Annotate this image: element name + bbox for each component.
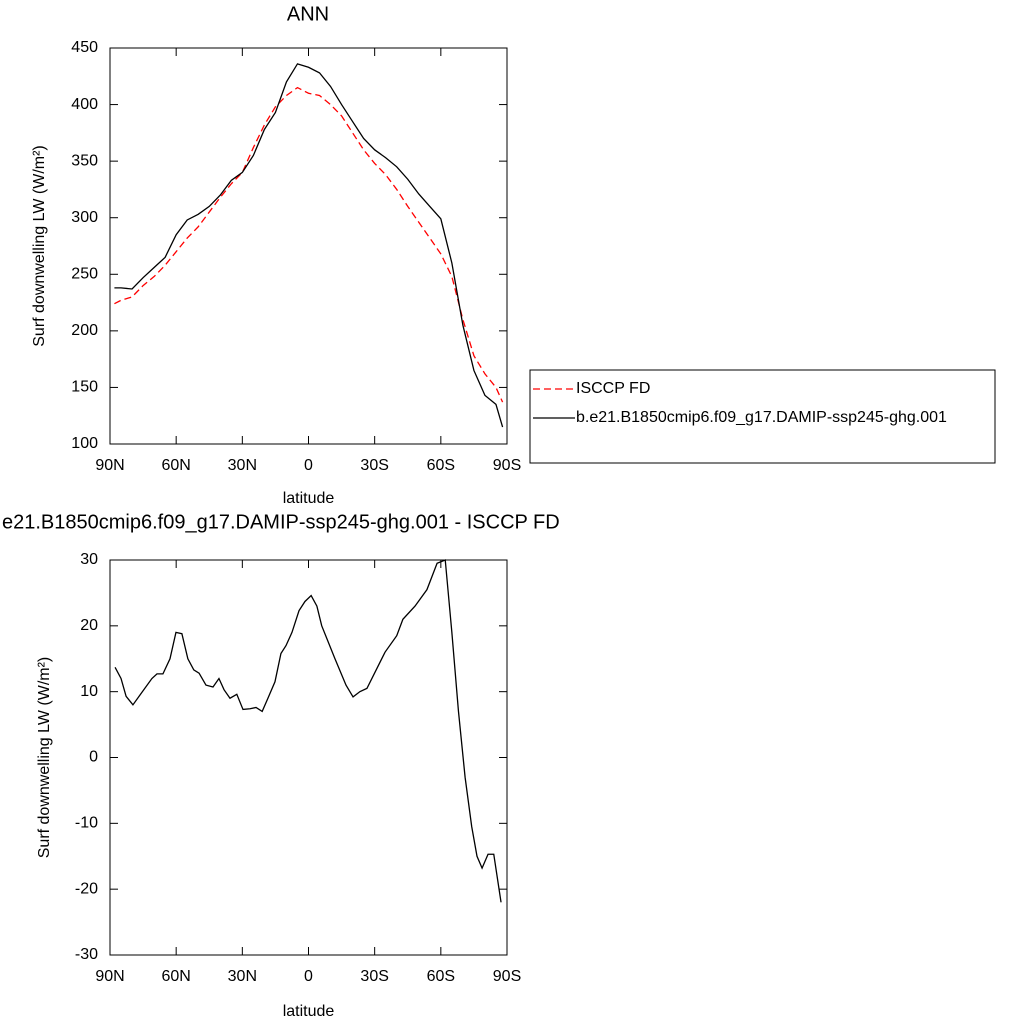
x-tick-label: 60N	[161, 457, 190, 474]
data-line	[114, 86, 504, 403]
x-tick-label: 30S	[360, 968, 388, 985]
x-tick-label: 90S	[493, 457, 521, 474]
y-axis-label: Surf downwelling LW (W/m²)	[36, 657, 53, 859]
y-tick-label: 350	[71, 152, 98, 169]
x-tick-label: 90N	[95, 968, 124, 985]
y-tick-label: 250	[71, 266, 98, 283]
x-tick-label: 30N	[228, 968, 257, 985]
legend-box	[529, 369, 996, 464]
x-tick-label: 0	[304, 457, 313, 474]
x-tick-label: 60S	[427, 968, 455, 985]
y-tick-label: 200	[71, 322, 98, 339]
y-tick-label: 300	[71, 209, 98, 226]
legend-label: ISCCP FD	[576, 380, 650, 397]
x-tick-label: 60N	[161, 968, 190, 985]
x-axis-label: latitude	[283, 1003, 335, 1020]
x-tick-label: 30N	[228, 457, 257, 474]
chart-title: e21.B1850cmip6.f09_g17.DAMIP-ssp245-ghg.…	[2, 511, 560, 533]
y-tick-label: -30	[75, 946, 98, 963]
y-tick-label: -10	[75, 815, 98, 832]
data-line	[114, 63, 504, 428]
x-tick-label: 90S	[493, 968, 521, 985]
y-tick-label: 450	[71, 39, 98, 56]
y-tick-label: 100	[71, 435, 98, 452]
x-tick-label: 90N	[95, 457, 124, 474]
legend-label: b.e21.B1850cmip6.f09_g17.DAMIP-ssp245-gh…	[576, 409, 947, 426]
y-tick-label: 400	[71, 96, 98, 113]
y-tick-label: 0	[89, 749, 98, 766]
y-tick-label: 10	[80, 683, 98, 700]
data-line	[114, 559, 502, 903]
plot-frame	[109, 559, 508, 956]
x-tick-label: 30S	[360, 457, 388, 474]
chart-title: ANN	[287, 3, 329, 25]
y-tick-label: 150	[71, 379, 98, 396]
y-tick-label: -20	[75, 880, 98, 897]
y-tick-label: 30	[80, 551, 98, 568]
y-axis-label: Surf downwelling LW (W/m²)	[31, 145, 48, 347]
y-tick-label: 20	[80, 617, 98, 634]
x-tick-label: 60S	[427, 457, 455, 474]
x-axis-label: latitude	[283, 490, 335, 507]
x-tick-label: 0	[304, 968, 313, 985]
